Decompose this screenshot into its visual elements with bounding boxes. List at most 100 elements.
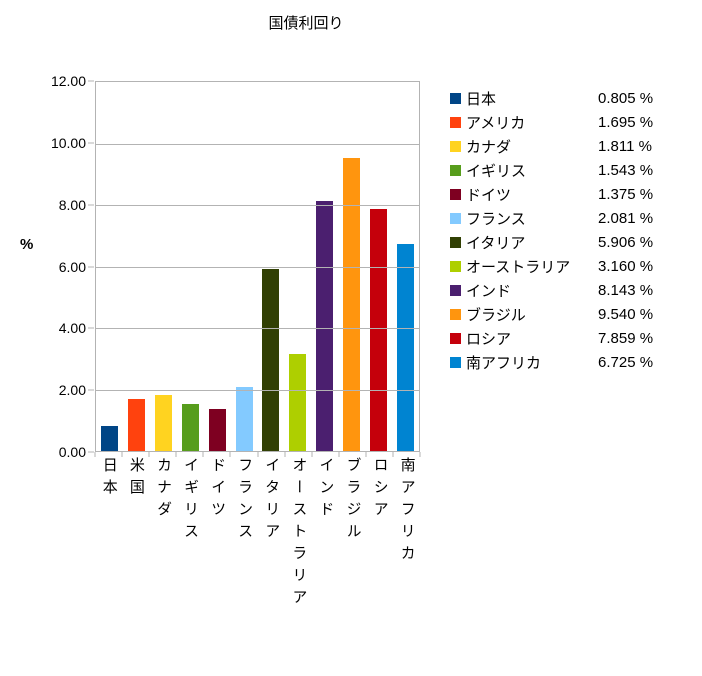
grid-line: [96, 328, 419, 329]
legend-name: インド: [466, 282, 512, 300]
legend-value: 5.906 %: [598, 233, 654, 251]
bar-cell: [338, 82, 365, 451]
x-axis-label: ロシア: [371, 457, 389, 523]
bar-4: [208, 408, 226, 451]
bar-9: [343, 157, 361, 451]
x-label-cell: ロシア: [366, 457, 393, 611]
y-tick-label: 12.00: [50, 73, 86, 89]
bar-cell: [204, 82, 231, 451]
x-tick-mark: [338, 452, 340, 457]
legend-swatch: [450, 140, 461, 152]
x-axis-label: オーストラリア: [290, 457, 308, 611]
legend-value: 1.375 %: [598, 185, 654, 203]
bar-cell: [150, 82, 177, 451]
x-tick-mark: [229, 452, 231, 457]
y-tick-mark: [88, 204, 94, 206]
y-tick-mark: [88, 327, 94, 329]
legend-item: アメリカ 1.695 %: [450, 110, 700, 134]
y-tick-marks: [88, 80, 94, 453]
chart-title: 国債利回り: [268, 15, 344, 32]
bar-cell: [365, 82, 392, 451]
legend-item: ドイツ 1.375 %: [450, 182, 700, 206]
bar-cell: [123, 82, 150, 451]
x-label-cell: カナダ: [149, 457, 176, 611]
y-tick-mark: [88, 451, 94, 453]
x-tick-mark: [202, 452, 204, 457]
bar-3: [181, 403, 199, 451]
legend-name: 南アフリカ: [466, 354, 542, 372]
grid-line: [96, 143, 419, 145]
bar-6: [262, 269, 280, 451]
bar-10: [370, 209, 388, 451]
y-tick-mark: [88, 266, 94, 267]
legend-value: 9.540 %: [598, 305, 654, 323]
plot-area: [95, 81, 420, 452]
bars: [96, 82, 419, 451]
x-axis-label: フランス: [236, 457, 254, 545]
legend-swatch: [450, 116, 461, 128]
legend-item: カナダ 1.811 %: [450, 134, 700, 158]
bar-cell: [231, 82, 258, 451]
bar-11: [397, 244, 415, 451]
legend-name: アメリカ: [466, 114, 526, 132]
legend-swatch: [450, 188, 461, 200]
y-tick-label: 2.00: [58, 382, 86, 399]
legend-swatch: [450, 260, 461, 272]
y-tick-label: 8.00: [58, 196, 86, 213]
legend-name: ロシア: [466, 330, 512, 348]
bar-cell: [311, 82, 338, 451]
legend-name: イタリア: [466, 234, 526, 252]
x-axis-label: ドイツ: [209, 457, 227, 523]
x-tick-mark: [121, 452, 123, 457]
legend-item: フランス 2.081 %: [450, 206, 700, 230]
bar-7: [289, 353, 307, 451]
legend-value: 3.160 %: [598, 257, 654, 275]
x-label-cell: フランス: [230, 457, 257, 611]
grid-line: [96, 389, 419, 391]
legend-name: オーストラリア: [466, 258, 571, 276]
y-tick-mark: [88, 389, 94, 391]
legend-value: 6.725 %: [598, 353, 654, 371]
legend-name: イギリス: [466, 162, 527, 180]
legend-item: 日本 0.805 %: [450, 86, 700, 110]
bar-cell: [177, 82, 204, 451]
bar-cell: [96, 82, 123, 451]
y-tick-mark: [88, 80, 94, 82]
y-axis-title: %: [20, 236, 34, 253]
bar-5: [235, 387, 253, 451]
x-tick-mark: [311, 452, 313, 457]
legend-value: 7.859 %: [598, 329, 654, 347]
legend-swatch: [450, 356, 461, 368]
x-tick-mark: [148, 452, 150, 457]
x-label-cell: ブラジル: [339, 457, 366, 611]
x-label-cell: イタリア: [257, 457, 284, 611]
x-label-cell: ドイツ: [203, 457, 230, 611]
legend-value: 1.695 %: [598, 113, 654, 131]
x-label-cell: イギリス: [176, 457, 203, 611]
legend-item: ブラジル 9.540 %: [450, 302, 700, 326]
legend: 日本 0.805 % アメリカ 1.695 % カナダ 1.811 % イギリス 1.543 …: [450, 86, 700, 374]
y-tick-mark: [88, 142, 94, 144]
bar-8: [316, 200, 334, 451]
legend-item: 南アフリカ 6.725 %: [450, 350, 700, 374]
x-axis-label: イタリア: [263, 457, 281, 545]
y-tick-label: 4.00: [58, 320, 86, 337]
x-tick-mark: [175, 452, 177, 457]
x-label-cell: インド: [312, 457, 339, 611]
x-axis-label: インド: [317, 457, 335, 523]
legend-swatch: [450, 308, 461, 320]
x-tick-mark: [94, 452, 96, 457]
x-tick-mark: [365, 452, 367, 457]
x-tick-mark: [257, 452, 258, 457]
x-label-cell: オーストラリア: [285, 457, 312, 611]
bar-0: [100, 426, 118, 451]
legend-value: 1.543 %: [598, 161, 654, 179]
legend-swatch: [450, 164, 461, 176]
legend-swatch: [450, 92, 461, 104]
legend-item: ロシア 7.859 %: [450, 326, 700, 350]
legend-value: 0.805 %: [598, 89, 654, 107]
x-axis-labels: 日本 米国 カナダ イギリス ドイツ フランス イタリア オーストラリア インド ブラジル ロシア南…: [95, 457, 420, 611]
grid-line: [96, 205, 419, 206]
legend-value: 8.143 %: [598, 281, 654, 299]
